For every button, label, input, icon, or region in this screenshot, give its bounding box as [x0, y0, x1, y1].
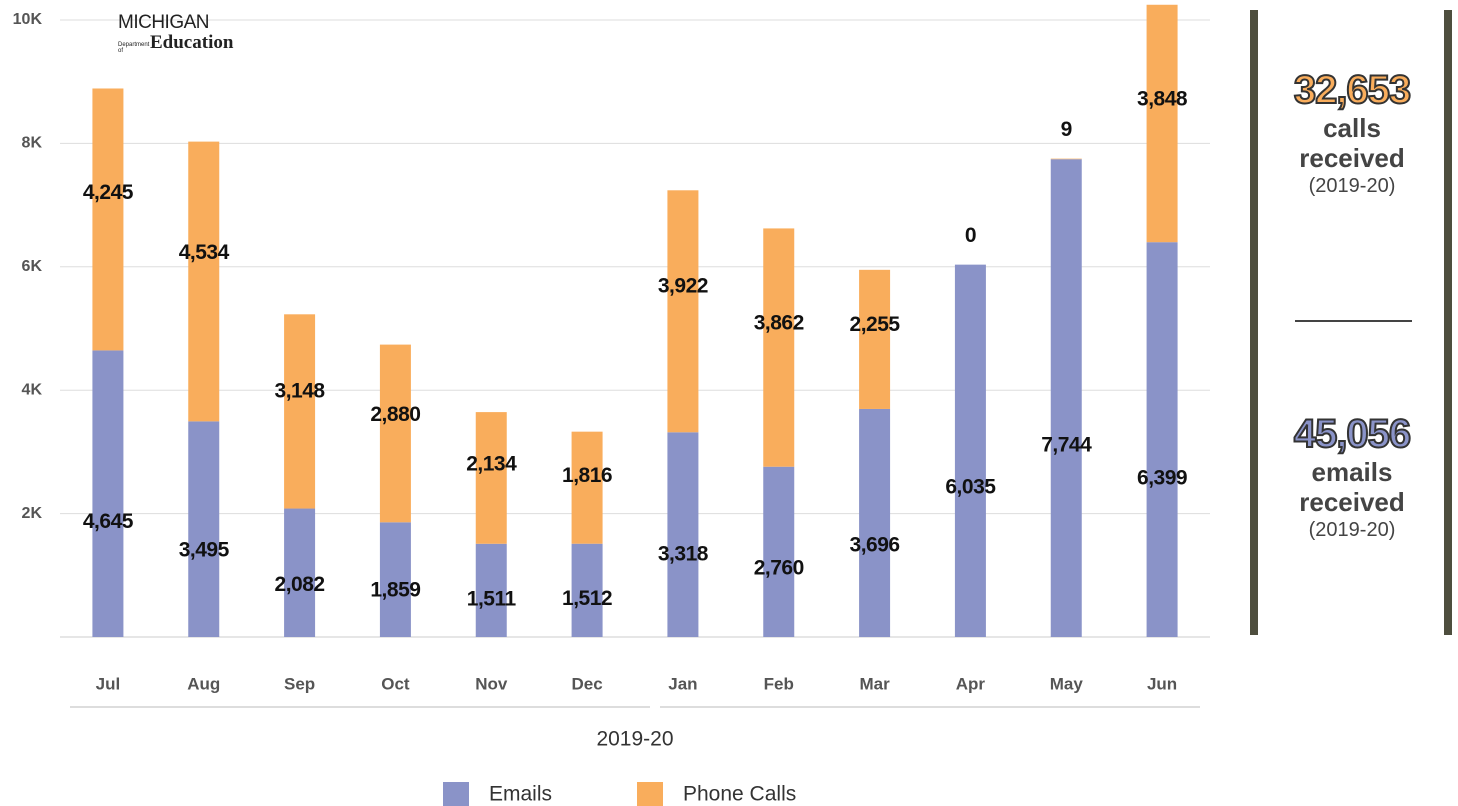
- x-tick-label: Apr: [956, 674, 986, 693]
- x-tick-label: May: [1050, 674, 1084, 693]
- data-label: 9: [1061, 118, 1072, 141]
- y-tick-label: 8K: [22, 135, 43, 152]
- data-label: 3,922: [658, 275, 708, 298]
- x-tick-label: Jul: [96, 674, 121, 693]
- data-label: 2,880: [370, 403, 420, 426]
- bar-segment: [571, 543, 603, 637]
- x-tick-label: Sep: [284, 674, 315, 693]
- legend-label: Emails: [489, 783, 552, 806]
- bar-segment: [1146, 242, 1178, 637]
- bar-segment: [475, 543, 507, 637]
- data-label: 4,245: [83, 181, 134, 204]
- bar-segment: [763, 228, 795, 467]
- x-tick-label: Oct: [381, 674, 410, 693]
- data-label: 1,512: [562, 587, 612, 610]
- data-label: 6,035: [945, 476, 996, 499]
- summary-value: 45,056: [1293, 411, 1412, 457]
- x-tick-label: Mar: [859, 674, 890, 693]
- data-label: 2,082: [275, 573, 325, 596]
- logo-name: MICHIGAN: [118, 12, 210, 33]
- y-tick-label: 6K: [22, 258, 43, 275]
- data-label: 0: [965, 224, 976, 247]
- data-label: 1,511: [467, 587, 517, 610]
- bar-segment: [1146, 4, 1178, 243]
- data-label: 1,816: [562, 464, 612, 487]
- bar-segment: [1050, 158, 1082, 160]
- legend-swatch: [443, 782, 469, 806]
- bar-segment: [379, 522, 411, 637]
- x-group-label: 2019-20: [596, 728, 673, 751]
- logo-sub: Education: [150, 32, 234, 53]
- legend-label: Phone Calls: [683, 783, 796, 806]
- data-label: 7,744: [1041, 433, 1092, 456]
- summary-period: (2019-20): [1308, 519, 1396, 541]
- data-label: 2,760: [754, 556, 804, 579]
- y-tick-label: 2K: [22, 505, 43, 522]
- bar-segment: [92, 88, 124, 351]
- summary-value: 32,653: [1293, 67, 1412, 113]
- summary-emails: 45,056 emails received (2019-20): [1262, 411, 1442, 542]
- bar-segment: [763, 466, 795, 637]
- data-label: 3,318: [658, 543, 709, 566]
- data-label: 3,848: [1137, 87, 1188, 110]
- bar-segment: [859, 269, 891, 409]
- side-border: [1444, 10, 1452, 635]
- logo-dept: Department of: [118, 42, 150, 54]
- logo: MICHIGAN Department of Education: [118, 12, 233, 54]
- data-label: 3,495: [179, 538, 230, 561]
- side-border: [1250, 10, 1258, 635]
- data-label: 3,862: [754, 311, 804, 334]
- bar-segment: [667, 190, 699, 433]
- bar-segment: [667, 432, 699, 637]
- bar-segment: [571, 431, 603, 544]
- x-tick-label: Dec: [571, 674, 602, 693]
- x-tick-label: Jun: [1147, 674, 1177, 693]
- summary-label: calls received: [1299, 113, 1405, 173]
- summary-period: (2019-20): [1308, 175, 1396, 197]
- bar-segment: [954, 264, 986, 637]
- legend-swatch: [637, 782, 663, 806]
- data-label: 4,645: [83, 510, 134, 533]
- data-label: 2,134: [466, 452, 517, 475]
- bar-segment: [1050, 159, 1082, 638]
- summary-label: emails received: [1299, 457, 1405, 517]
- data-label: 1,859: [370, 579, 420, 602]
- x-tick-label: Feb: [764, 674, 794, 693]
- x-tick-label: Jan: [668, 674, 697, 693]
- data-label: 3,696: [850, 533, 900, 556]
- bar-segment: [188, 421, 220, 637]
- data-label: 3,148: [275, 380, 326, 403]
- data-label: 6,399: [1137, 467, 1187, 490]
- y-tick-label: 4K: [22, 381, 43, 398]
- y-tick-label: 10K: [13, 11, 43, 28]
- bar-segment: [284, 508, 316, 637]
- bar-segment: [92, 350, 124, 637]
- x-tick-label: Aug: [187, 674, 220, 693]
- bar-segment: [379, 344, 411, 523]
- bar-segment: [475, 412, 507, 544]
- bar-segment: [284, 314, 316, 509]
- x-tick-label: Nov: [475, 674, 508, 693]
- bar-segment: [859, 408, 891, 637]
- data-label: 2,255: [850, 313, 901, 336]
- bar-segment: [188, 141, 220, 422]
- summary-calls: 32,653 calls received (2019-20): [1262, 67, 1442, 198]
- data-label: 4,534: [179, 241, 230, 264]
